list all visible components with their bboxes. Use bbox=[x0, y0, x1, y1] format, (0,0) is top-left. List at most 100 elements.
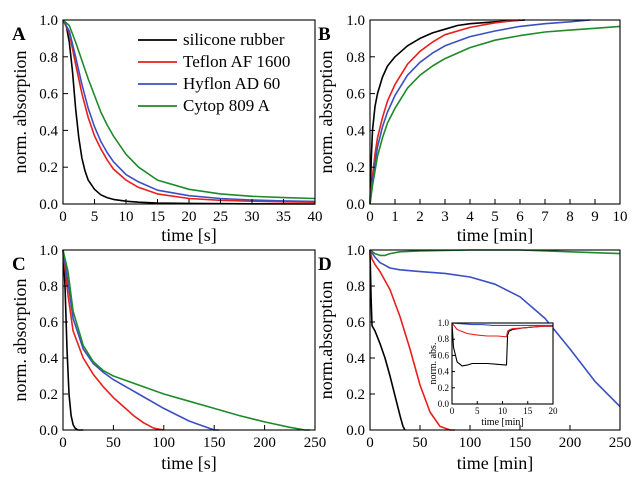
panel-label: B bbox=[318, 24, 331, 45]
x-axis-title: time [min] bbox=[457, 453, 533, 473]
plot-frame bbox=[62, 249, 316, 431]
x-tick-label: 2 bbox=[416, 209, 424, 225]
y-tick-label: 0.2 bbox=[39, 160, 58, 176]
y-tick-label: 0.4 bbox=[39, 123, 58, 139]
x-tick-label: 10 bbox=[119, 209, 134, 225]
x-tick-label: 0 bbox=[450, 406, 455, 416]
x-tick-label: 9 bbox=[591, 209, 599, 225]
y-tick-label: 0.4 bbox=[346, 123, 365, 139]
series-line-teflon bbox=[451, 322, 553, 338]
y-tick-label: 0.8 bbox=[438, 334, 450, 344]
x-axis-title: time [s] bbox=[161, 453, 217, 473]
x-tick-label: 5 bbox=[491, 209, 499, 225]
chart-panel-c: 0 50 100 150 200 250 0.0 0.2 0.4 0.6 0.8 1.0 time [s… bbox=[10, 243, 326, 473]
y-axis-title: norm. absorption bbox=[10, 51, 30, 174]
series-line-teflon bbox=[62, 19, 316, 203]
series-line-cytop bbox=[369, 249, 621, 257]
y-tick-label: 1.0 bbox=[346, 243, 365, 259]
series-line-cytop bbox=[62, 249, 310, 431]
x-axis-title: time [s] bbox=[161, 225, 217, 245]
x-tick-label: 7 bbox=[541, 209, 549, 225]
x-axis-title: time [min] bbox=[481, 417, 524, 428]
x-tick-label: 20 bbox=[182, 209, 197, 225]
y-tick-label: 0.0 bbox=[438, 399, 450, 409]
x-tick-label: 3 bbox=[441, 209, 449, 225]
x-tick-label: 10 bbox=[498, 406, 508, 416]
x-tick-label: 15 bbox=[150, 209, 165, 225]
plot-frame bbox=[369, 19, 621, 205]
y-tick-label: 0.2 bbox=[346, 387, 365, 403]
y-tick-label: 0.0 bbox=[39, 423, 58, 439]
x-tick-label: 10 bbox=[613, 209, 628, 225]
chart-panel-d-inset: 0 5 10 15 20 0.0 0.2 0.4 0.6 0.8 1.0 time [min] norm… bbox=[428, 318, 558, 428]
x-tick-label: 50 bbox=[413, 435, 428, 451]
y-tick-label: 1.0 bbox=[39, 13, 58, 29]
y-tick-label: 0.8 bbox=[346, 279, 365, 295]
x-tick-label: 25 bbox=[213, 209, 228, 225]
y-tick-label: 0.0 bbox=[346, 197, 365, 213]
x-tick-label: 5 bbox=[475, 406, 480, 416]
y-tick-label: 0.6 bbox=[346, 315, 365, 331]
y-axis-title: norm.absorption bbox=[316, 281, 336, 400]
y-axis-title: norm. abs. bbox=[428, 343, 439, 385]
series-line-teflon bbox=[369, 249, 455, 431]
panel-label: C bbox=[12, 254, 26, 275]
series-line-teflon bbox=[369, 19, 521, 205]
legend: silicone rubber Teflon AF 1600 Hyflon AD 6… bbox=[138, 30, 290, 115]
y-tick-label: 0.4 bbox=[346, 351, 365, 367]
y-tick-label: 0.4 bbox=[438, 367, 450, 377]
legend-label-silicone: silicone rubber bbox=[183, 30, 285, 49]
chart-panel-b: 0 1 2 3 4 5 6 7 8 9 10 0.0 0.2 0.4 0.6 0.8 1.0 time [min]… bbox=[316, 13, 628, 245]
y-tick-label: 0.6 bbox=[346, 87, 365, 103]
panel-label: D bbox=[318, 254, 332, 275]
x-tick-label: 4 bbox=[466, 209, 474, 225]
series-line-hyflon bbox=[369, 19, 591, 205]
plot-frame bbox=[369, 249, 621, 431]
series-line-hyflon bbox=[62, 249, 220, 431]
y-tick-label: 0.0 bbox=[39, 197, 58, 213]
x-tick-label: 150 bbox=[203, 435, 226, 451]
series-line-silicone bbox=[369, 249, 406, 431]
y-tick-label: 0.2 bbox=[346, 160, 365, 176]
x-tick-label: 35 bbox=[276, 209, 291, 225]
series-line-hyflon bbox=[451, 322, 553, 326]
series-line-teflon bbox=[62, 249, 164, 431]
inset-background bbox=[452, 323, 553, 404]
y-tick-label: 0.2 bbox=[438, 383, 449, 393]
x-tick-label: 200 bbox=[253, 435, 276, 451]
y-tick-label: 0.6 bbox=[39, 87, 58, 103]
x-tick-label: 20 bbox=[549, 406, 559, 416]
x-tick-label: 0 bbox=[59, 435, 67, 451]
x-tick-label: 250 bbox=[304, 435, 327, 451]
series-line-cytop bbox=[369, 25, 621, 205]
legend-label-teflon: Teflon AF 1600 bbox=[183, 52, 290, 71]
x-tick-label: 100 bbox=[459, 435, 482, 451]
legend-label-hyflon: Hyflon AD 60 bbox=[183, 74, 280, 93]
x-tick-label: 0 bbox=[366, 435, 374, 451]
x-tick-label: 8 bbox=[566, 209, 574, 225]
y-axis-title: norm. absorption bbox=[10, 279, 30, 402]
y-tick-label: 0.4 bbox=[39, 351, 58, 367]
y-tick-label: 0.8 bbox=[39, 50, 58, 66]
y-tick-label: 1.0 bbox=[39, 243, 58, 259]
x-tick-label: 0 bbox=[59, 209, 67, 225]
x-tick-label: 6 bbox=[516, 209, 524, 225]
x-tick-label: 1 bbox=[391, 209, 399, 225]
y-tick-label: 0.6 bbox=[39, 315, 58, 331]
y-tick-label: 0.0 bbox=[346, 423, 365, 439]
y-tick-label: 1.0 bbox=[438, 318, 450, 328]
x-tick-label: 5 bbox=[91, 209, 99, 225]
y-axis-title: norm. absorption bbox=[316, 51, 336, 174]
y-tick-label: 0.8 bbox=[346, 50, 365, 66]
series-line-silicone bbox=[369, 19, 526, 205]
legend-label-cytop: Cytop 809 A bbox=[183, 96, 271, 115]
x-tick-label: 30 bbox=[245, 209, 260, 225]
series-line-silicone bbox=[62, 249, 84, 431]
y-tick-label: 0.8 bbox=[39, 279, 58, 295]
y-tick-label: 1.0 bbox=[346, 13, 365, 29]
series-line-hyflon bbox=[62, 19, 316, 203]
x-tick-label: 200 bbox=[559, 435, 582, 451]
panel-label: A bbox=[12, 24, 26, 45]
